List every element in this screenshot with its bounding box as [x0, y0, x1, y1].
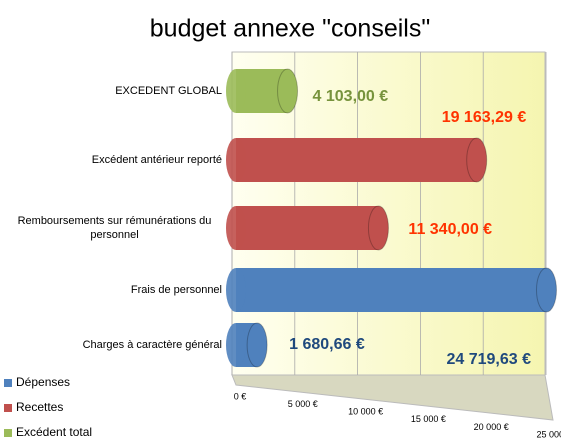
value-label: 19 163,29 €	[442, 109, 527, 126]
bar-cap	[535, 267, 557, 313]
bar-cap	[466, 137, 488, 183]
value-label: 11 340,00 €	[408, 221, 492, 238]
x-tick-label: 15 000 €	[411, 414, 446, 424]
bar	[236, 138, 477, 182]
y-tick-label: EXCEDENT GLOBAL	[115, 85, 222, 97]
legend-label: Excédent total	[16, 425, 92, 439]
x-tick-label: 25 000 €	[536, 429, 561, 439]
x-tick-label: 20 000 €	[474, 422, 509, 432]
value-label: 24 719,63 €	[446, 351, 531, 368]
bar-base	[226, 268, 246, 312]
chart-title: budget annexe "conseils"	[150, 15, 430, 43]
x-tick-label: 5 000 €	[288, 399, 318, 409]
bar	[236, 206, 379, 250]
legend-swatch	[4, 379, 12, 387]
legend-swatch	[4, 404, 12, 412]
x-tick-label: 0 €	[234, 391, 247, 401]
bar-base	[226, 69, 246, 113]
value-label: 4 103,00 €	[313, 88, 389, 105]
y-tick-label: Frais de personnel	[130, 284, 222, 296]
x-tick-label: 10 000 €	[348, 407, 383, 417]
bar-cap	[277, 68, 299, 114]
bar	[236, 268, 547, 312]
y-tick-label: Excédent antérieur reporté	[91, 154, 222, 166]
value-label: 1 680,66 €	[289, 336, 365, 353]
bar-base	[226, 323, 246, 367]
y-tick-label: Charges à caractère général	[82, 339, 222, 351]
bar-cap	[246, 322, 268, 368]
legend-swatch	[4, 429, 12, 437]
bar-base	[226, 206, 246, 250]
bar-cap	[367, 205, 389, 251]
legend-label: Dépenses	[16, 375, 70, 389]
floor	[231, 374, 554, 421]
bar-base	[226, 138, 246, 182]
y-tick-label: Remboursements sur rémunérations du pers…	[17, 215, 212, 241]
legend-label: Recettes	[16, 400, 63, 414]
